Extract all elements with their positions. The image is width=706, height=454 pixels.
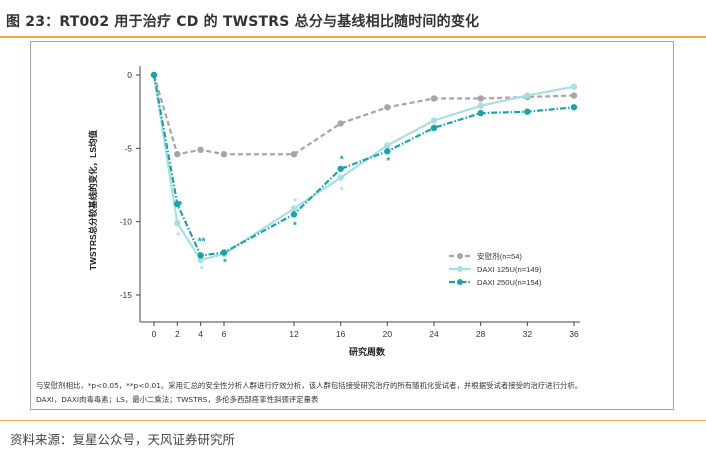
y-tick-label: -10 bbox=[120, 217, 133, 227]
figure-title: 图 23：RT002 用于治疗 CD 的 TWSTRS 总分与基线相比随时间的变… bbox=[6, 14, 480, 30]
series-3-point bbox=[337, 165, 344, 173]
series-3-point bbox=[290, 211, 298, 218]
x-tick-label: 0 bbox=[152, 329, 157, 339]
y-tick-label: -15 bbox=[120, 290, 133, 300]
y-axis-label: TWSTRS总分较基线的变化，LS均值 bbox=[88, 129, 98, 270]
significance-marker: ** bbox=[174, 200, 182, 211]
series-3-point bbox=[197, 252, 204, 259]
significance-marker: * bbox=[293, 197, 297, 208]
chart-frame bbox=[30, 41, 674, 410]
legend-label-3: DAXI 250U(n=154) bbox=[477, 278, 542, 287]
significance-marker: * bbox=[293, 221, 297, 232]
series-3-point bbox=[430, 124, 438, 131]
significance-marker: ** bbox=[198, 237, 206, 248]
x-tick-label: 36 bbox=[569, 329, 579, 339]
series-3-point bbox=[384, 148, 391, 155]
series-3-point bbox=[150, 71, 158, 79]
series-2-point bbox=[384, 142, 391, 149]
x-tick-label: 4 bbox=[198, 329, 203, 339]
series-1-point bbox=[384, 104, 391, 111]
series-1-point bbox=[337, 120, 344, 127]
series-line-1 bbox=[152, 74, 575, 156]
y-tick-label: 0 bbox=[127, 70, 132, 80]
series-3-point bbox=[524, 108, 531, 115]
series-3-point bbox=[570, 104, 578, 111]
series-line-3 bbox=[152, 74, 575, 257]
series-1-point bbox=[220, 151, 228, 158]
significance-marker: * bbox=[340, 155, 344, 166]
series-2-point bbox=[197, 256, 204, 263]
series-3-point bbox=[477, 109, 484, 117]
series-1-point bbox=[290, 151, 298, 158]
series-2-point bbox=[174, 219, 181, 227]
x-tick-label: 32 bbox=[523, 329, 533, 339]
x-tick-label: 16 bbox=[336, 329, 346, 339]
legend-label-1: 安慰剂(n=54) bbox=[477, 251, 522, 261]
series-1-point bbox=[430, 95, 438, 102]
x-tick-label: 20 bbox=[383, 329, 393, 339]
legend-marker-3 bbox=[457, 279, 463, 285]
x-tick-label: 24 bbox=[429, 329, 439, 339]
series-2-point bbox=[477, 102, 484, 110]
series-3-point bbox=[220, 249, 228, 256]
series-3-point bbox=[174, 200, 181, 208]
y-tick-label: -5 bbox=[124, 143, 132, 153]
title-rule bbox=[0, 36, 706, 38]
footnote-abbreviations: DAXI，DAXI肉毒毒素；LS，最小二乘法；TWSTRS，多伦多西部痉挛性斜颈… bbox=[36, 395, 319, 404]
x-tick-label: 2 bbox=[175, 329, 180, 339]
series-2-point bbox=[430, 117, 438, 124]
series-2-point bbox=[570, 83, 578, 90]
legend-marker-1 bbox=[457, 253, 463, 259]
series-2-point bbox=[337, 174, 344, 181]
legend-label-2: DAXI 125U(n=149) bbox=[477, 265, 542, 274]
legend-marker-2 bbox=[457, 266, 463, 272]
significance-marker: * bbox=[223, 257, 227, 268]
significance-marker: * bbox=[176, 231, 180, 242]
x-tick-label: 6 bbox=[222, 329, 227, 339]
x-axis-label: 研究周数 bbox=[349, 346, 386, 357]
series-1-point bbox=[570, 92, 578, 99]
significance-marker: * bbox=[200, 265, 204, 276]
series-1-point bbox=[174, 151, 181, 158]
series-1-point bbox=[197, 146, 204, 153]
x-tick-label: 28 bbox=[476, 329, 486, 339]
x-tick-label: 12 bbox=[289, 329, 299, 339]
source-note: 资料来源：复星公众号，天风证券研究所 bbox=[10, 432, 236, 447]
series-1-point bbox=[477, 95, 484, 102]
series-2-point bbox=[524, 92, 531, 99]
footnote-significance: 与安慰剂相比，*p<0.05，**p<0.01。采用汇总的安全性分析人群进行疗效… bbox=[36, 381, 583, 390]
significance-marker: * bbox=[386, 143, 390, 154]
footer-rule bbox=[0, 420, 706, 421]
significance-marker: * bbox=[340, 185, 344, 196]
series-2-point bbox=[290, 205, 298, 212]
series-line-2 bbox=[152, 74, 575, 261]
significance-marker: * bbox=[386, 156, 390, 167]
